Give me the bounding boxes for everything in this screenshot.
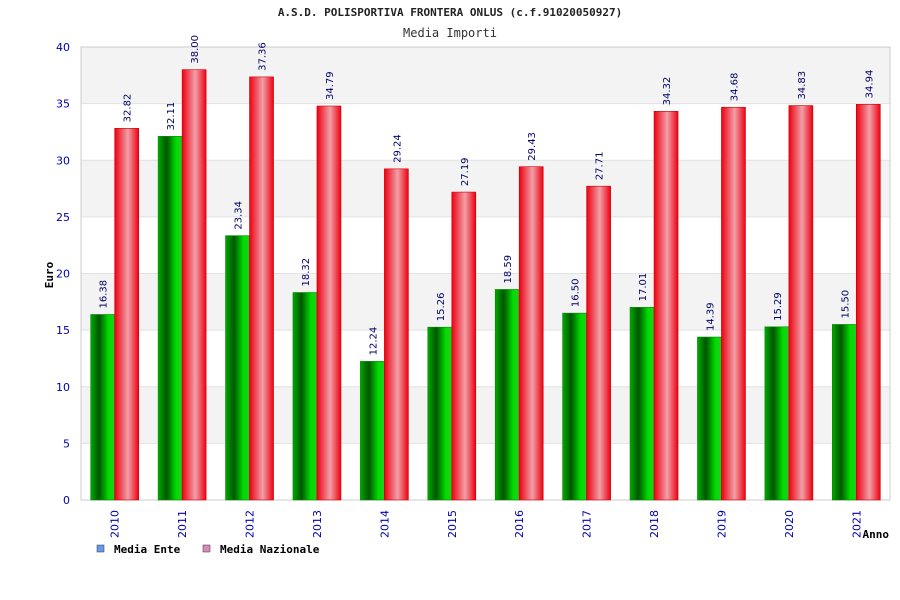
data-label-media-nazionale-2017: 27.71 xyxy=(595,152,606,181)
data-label-media-nazionale-2016: 29.43 xyxy=(527,132,538,161)
bar-media-nazionale-2014 xyxy=(384,168,409,501)
legend-swatch-media-ente xyxy=(96,544,105,553)
x-tick-label-2014: 2014 xyxy=(378,510,391,538)
x-tick-label-2010: 2010 xyxy=(109,510,122,538)
grid-band xyxy=(81,103,890,161)
bar-media-ente-2019 xyxy=(697,336,722,501)
data-label-media-nazionale-2013: 34.79 xyxy=(325,71,336,100)
bar-media-nazionale-2012 xyxy=(249,76,274,501)
x-tick-label-2021: 2021 xyxy=(850,510,863,538)
data-label-media-ente-2014: 12.24 xyxy=(368,327,379,356)
y-axis-ticks: 0 5 10 15 20 25 30 35 40 xyxy=(56,41,70,507)
legend-swatch-media-nazionale xyxy=(202,544,211,553)
bar-media-ente-2016 xyxy=(494,289,520,501)
bar-media-ente-2017 xyxy=(562,312,587,501)
data-label-media-ente-2019: 14.39 xyxy=(705,302,716,331)
y-tick-label: 25 xyxy=(56,211,70,224)
y-tick-label: 40 xyxy=(56,41,70,54)
data-label-media-ente-2013: 18.32 xyxy=(301,258,312,287)
y-tick-label: 15 xyxy=(56,324,70,337)
data-label-media-ente-2016: 18.59 xyxy=(503,255,514,284)
grid-band xyxy=(81,160,890,217)
grid-band xyxy=(81,47,890,104)
y-tick-label: 10 xyxy=(56,381,70,394)
bar-media-ente-2013 xyxy=(292,292,318,501)
x-tick-label-2020: 2020 xyxy=(783,510,796,538)
data-label-media-ente-2020: 15.29 xyxy=(773,292,784,321)
bar-media-nazionale-2016 xyxy=(518,166,544,501)
plot-area xyxy=(80,46,891,501)
data-label-media-ente-2012: 23.34 xyxy=(234,201,245,230)
y-axis-label: Euro xyxy=(43,261,56,288)
y-tick-label: 35 xyxy=(56,98,70,111)
data-label-media-nazionale-2019: 34.68 xyxy=(729,73,740,102)
x-tick-label-2016: 2016 xyxy=(513,510,526,538)
x-tick-label-2017: 2017 xyxy=(581,510,594,538)
legend: Media Ente Media Nazionale xyxy=(96,543,320,556)
bar-media-nazionale-2017 xyxy=(586,185,611,501)
data-label-media-ente-2010: 16.38 xyxy=(99,280,110,309)
data-label-media-nazionale-2021: 34.94 xyxy=(864,70,875,99)
plot-border xyxy=(80,46,891,501)
data-label-media-ente-2018: 17.01 xyxy=(638,273,649,302)
bar-media-nazionale-2011 xyxy=(181,69,207,501)
bar-media-nazionale-2018 xyxy=(653,111,679,501)
bar-media-ente-2021 xyxy=(831,324,857,501)
bar-media-ente-2018 xyxy=(629,307,655,501)
data-label-media-ente-2021: 15.50 xyxy=(840,290,851,319)
chart-subtitle: Media Importi xyxy=(403,26,497,40)
legend-label-media-nazionale: Media Nazionale xyxy=(220,543,320,556)
x-tick-label-2019: 2019 xyxy=(715,510,728,538)
data-label-media-nazionale-2011: 38.00 xyxy=(190,35,201,64)
data-label-media-ente-2017: 16.50 xyxy=(571,278,582,307)
data-label-media-nazionale-2010: 32.82 xyxy=(123,94,134,123)
data-label-media-nazionale-2018: 34.32 xyxy=(662,77,673,106)
bar-media-nazionale-2020 xyxy=(788,105,814,501)
data-labels: 16.38 32.82 32.11 38.00 23.34 37.36 18.32 34.79… xyxy=(99,35,876,355)
bar-media-ente-2012 xyxy=(225,235,250,501)
x-tick-label-2012: 2012 xyxy=(244,510,257,538)
chart-title: A.S.D. POLISPORTIVA FRONTERA ONLUS (c.f.… xyxy=(278,6,622,19)
bar-media-ente-2015 xyxy=(427,326,453,501)
x-tick-label-2013: 2013 xyxy=(311,510,324,538)
grid-band xyxy=(81,273,890,331)
bars xyxy=(90,69,881,501)
grid-band xyxy=(81,330,890,387)
bar-media-nazionale-2015 xyxy=(451,191,477,501)
x-tick-label-2018: 2018 xyxy=(648,510,661,538)
grid-band xyxy=(81,386,890,444)
bar-media-ente-2014 xyxy=(360,361,385,501)
bar-media-nazionale-2021 xyxy=(855,104,881,501)
bar-media-ente-2010 xyxy=(90,314,116,501)
x-tick-label-2011: 2011 xyxy=(176,510,189,538)
data-label-media-ente-2011: 32.11 xyxy=(166,102,177,131)
data-label-media-nazionale-2020: 34.83 xyxy=(797,71,808,100)
y-tick-label: 5 xyxy=(63,437,70,450)
x-tick-label-2015: 2015 xyxy=(446,510,459,538)
bar-media-nazionale-2019 xyxy=(721,106,746,501)
y-tick-label: 0 xyxy=(63,494,70,507)
grid-band xyxy=(81,216,890,274)
x-axis-ticks: 2010 2011 2012 2013 2014 2015 2016 2017 2018 2019… xyxy=(109,510,864,538)
y-tick-label: 20 xyxy=(56,268,70,281)
legend-label-media-ente: Media Ente xyxy=(114,543,181,556)
data-label-media-nazionale-2015: 27.19 xyxy=(460,157,471,186)
bar-media-nazionale-2010 xyxy=(114,128,140,501)
data-label-media-nazionale-2012: 37.36 xyxy=(258,42,269,71)
bar-media-ente-2011 xyxy=(157,136,183,501)
grid-band xyxy=(81,443,890,500)
bar-media-nazionale-2013 xyxy=(316,105,342,501)
y-tick-label: 30 xyxy=(56,154,70,167)
data-label-media-nazionale-2014: 29.24 xyxy=(392,134,403,163)
data-label-media-ente-2015: 15.26 xyxy=(436,293,447,322)
x-axis-label: Anno xyxy=(863,528,890,541)
bar-media-ente-2020 xyxy=(764,326,790,501)
